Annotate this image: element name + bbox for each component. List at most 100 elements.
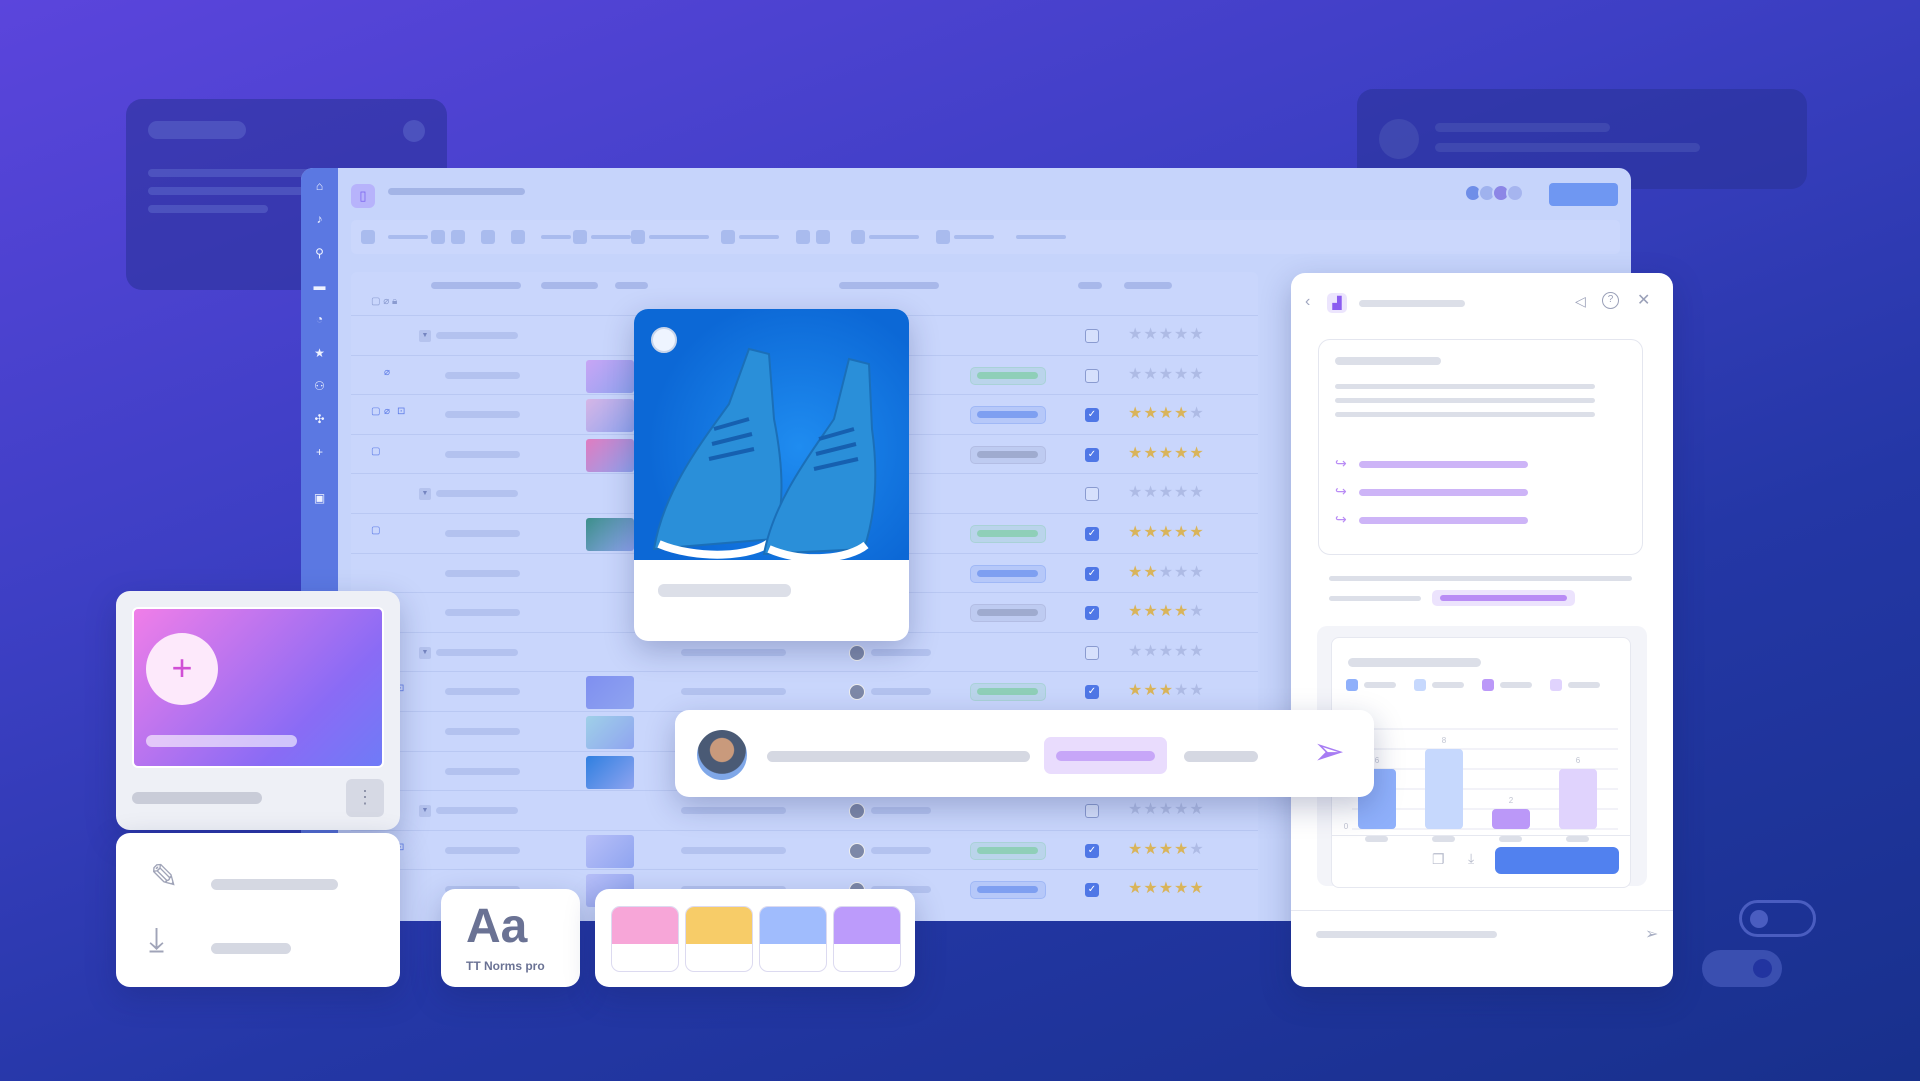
star-icon[interactable]: ★ [1158, 642, 1175, 660]
star-rating[interactable]: ★★★★★ [1128, 682, 1205, 700]
star-icon[interactable]: ★ [1174, 326, 1190, 343]
star-icon[interactable]: ★ [1174, 840, 1190, 858]
star-icon[interactable]: ★ [1143, 365, 1159, 383]
star-icon[interactable]: ★ [1174, 642, 1190, 660]
star-rating[interactable]: ★★★★★ [1128, 643, 1205, 661]
star-icon[interactable]: ★ [1158, 444, 1175, 462]
close-icon[interactable]: ✕ [1637, 292, 1651, 309]
star-icon[interactable]: ★ [1158, 801, 1175, 819]
star-icon[interactable]: ★ [1143, 405, 1159, 423]
star-icon[interactable]: ★ [1143, 326, 1159, 343]
checkbox[interactable] [1085, 329, 1099, 343]
star-icon[interactable]: ★ [1128, 484, 1144, 502]
share-button[interactable] [1549, 183, 1618, 206]
star-icon[interactable]: ★ [1189, 642, 1205, 660]
toolbar-item[interactable] [869, 235, 919, 239]
color-swatch[interactable] [759, 906, 827, 972]
star-icon[interactable]: ★ [1174, 603, 1190, 621]
toolbar-item[interactable] [573, 230, 587, 244]
edit-icon[interactable]: ✎ [150, 858, 179, 896]
star-icon[interactable]: ★ [1128, 326, 1144, 343]
thumbnail[interactable] [586, 399, 634, 433]
star-icon[interactable]: ★ [1189, 880, 1205, 898]
table-row[interactable]: ⊡ ✓ ★★★★★ [351, 671, 1258, 711]
star-icon[interactable]: ★ [1128, 563, 1144, 581]
star-icon[interactable]: ★ [1158, 563, 1175, 581]
sidebar-folder-icon[interactable]: ▬ [313, 278, 326, 293]
star-rating[interactable]: ★★★★★ [1128, 445, 1205, 463]
highlight-chip[interactable] [1432, 590, 1575, 606]
star-rating[interactable]: ★★★★★ [1128, 366, 1205, 384]
toggle-off[interactable] [1739, 900, 1816, 937]
star-icon[interactable]: ★ [1174, 880, 1190, 898]
color-swatch[interactable] [833, 906, 901, 972]
star-icon[interactable]: ★ [1174, 444, 1190, 462]
star-rating[interactable]: ★★★★★ [1128, 326, 1205, 344]
star-icon[interactable]: ★ [1158, 682, 1175, 700]
star-icon[interactable]: ★ [1128, 840, 1144, 858]
star-icon[interactable]: ★ [1158, 405, 1175, 423]
mention-chip[interactable] [1044, 737, 1167, 774]
star-icon[interactable]: ★ [1128, 365, 1144, 383]
star-icon[interactable]: ★ [1128, 801, 1144, 819]
color-swatch[interactable] [611, 906, 679, 972]
checkbox[interactable]: ✓ [1085, 566, 1099, 581]
checkbox[interactable] [1085, 487, 1099, 502]
expand-toggle[interactable]: ▼ [419, 330, 431, 342]
star-icon[interactable]: ★ [1143, 444, 1159, 462]
sidebar-clock-icon[interactable]: ◔ [315, 312, 324, 327]
star-icon[interactable]: ★ [1174, 524, 1190, 541]
send-icon[interactable]: ➢ [1645, 926, 1659, 943]
download-icon[interactable]: ⤓ [1468, 850, 1475, 866]
toolbar-item[interactable] [796, 230, 810, 244]
star-icon[interactable]: ★ [1128, 603, 1144, 621]
star-icon[interactable]: ★ [1143, 840, 1159, 858]
collaborator-avatars[interactable] [1464, 184, 1524, 202]
thumbnail[interactable] [586, 716, 634, 749]
star-icon[interactable]: ★ [1143, 880, 1159, 898]
star-icon[interactable]: ★ [1158, 524, 1175, 541]
star-icon[interactable]: ★ [1174, 682, 1190, 700]
color-swatch[interactable] [685, 906, 753, 972]
checkbox[interactable]: ✓ [1085, 606, 1099, 621]
expand-toggle[interactable]: ▼ [419, 488, 431, 501]
expand-toggle[interactable]: ▼ [419, 646, 431, 659]
add-icon[interactable]: + [146, 633, 218, 705]
toolbar-item[interactable] [361, 230, 375, 244]
status-pill[interactable] [970, 406, 1046, 425]
checkbox[interactable]: ✓ [1085, 883, 1099, 898]
star-icon[interactable]: ★ [1143, 603, 1159, 621]
export-button[interactable] [1495, 847, 1619, 874]
star-rating[interactable]: ★★★★★ [1128, 405, 1205, 423]
star-icon[interactable]: ★ [1143, 801, 1159, 819]
sidebar-bell-icon[interactable]: ♪ [316, 212, 323, 227]
status-pill[interactable] [970, 604, 1046, 623]
star-icon[interactable]: ★ [1189, 405, 1205, 423]
toolbar-item[interactable] [721, 230, 735, 244]
star-icon[interactable]: ★ [1158, 484, 1175, 502]
star-icon[interactable]: ★ [1128, 682, 1144, 700]
toolbar-item[interactable] [816, 230, 830, 244]
star-icon[interactable]: ★ [1174, 405, 1190, 423]
star-icon[interactable]: ★ [1128, 405, 1144, 423]
star-rating[interactable]: ★★★★★ [1128, 484, 1205, 502]
checkbox[interactable]: ✓ [1085, 527, 1099, 541]
copy-icon[interactable]: ❐ [1432, 851, 1445, 867]
star-icon[interactable]: ★ [1128, 444, 1144, 462]
star-icon[interactable]: ★ [1143, 682, 1159, 700]
star-icon[interactable]: ★ [1189, 840, 1205, 858]
star-icon[interactable]: ★ [1174, 563, 1190, 581]
upload-card[interactable]: + ⋮ [116, 591, 400, 830]
star-icon[interactable]: ★ [1143, 524, 1159, 541]
expand-toggle[interactable]: ▼ [419, 805, 431, 818]
star-icon[interactable]: ★ [1158, 603, 1175, 621]
status-pill[interactable] [970, 841, 1046, 860]
help-icon[interactable]: ? [1602, 292, 1619, 309]
sidebar-apps-icon[interactable]: ✣ [314, 412, 325, 427]
checkbox[interactable] [1085, 804, 1099, 819]
download-icon[interactable]: ⤓ [149, 921, 165, 959]
thumbnail[interactable] [586, 755, 634, 789]
star-icon[interactable]: ★ [1158, 326, 1175, 343]
checkbox[interactable]: ✓ [1085, 408, 1099, 423]
sidebar-plus-icon[interactable]: + [315, 445, 323, 460]
